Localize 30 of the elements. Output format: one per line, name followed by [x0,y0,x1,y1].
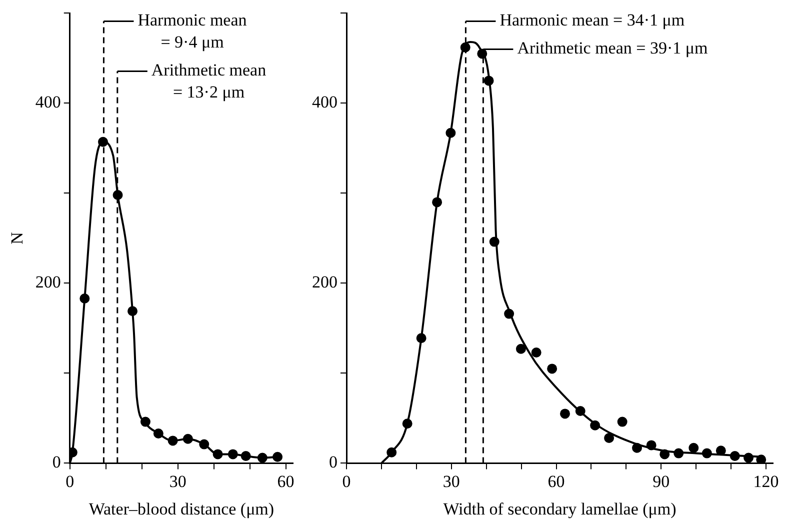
point [604,433,614,443]
point [617,416,628,427]
x-tick-label: 0 [66,472,74,491]
y-tick-label: 200 [35,272,61,292]
point [531,348,542,358]
x-axis-title: Width of secondary lamellae (μm) [443,499,676,518]
x-tick-label: 90 [652,472,670,491]
y-tick-label: 0 [52,452,61,472]
x-tick-label: 0 [342,472,351,491]
x-tick-label: 60 [277,472,294,491]
point [547,364,558,374]
y-tick-label: 400 [35,92,61,112]
x-tick-label: 30 [169,472,186,491]
x-tick-label: 30 [442,472,460,491]
point [272,452,283,462]
ref-line-label: Harmonic mean = 34·1 μm [500,10,685,30]
x-tick-label: 120 [753,472,779,491]
point [516,344,526,354]
y-tick-label: 200 [312,272,338,292]
x-tick-label: 60 [548,472,565,491]
y-tick-label: 400 [312,92,338,112]
ref-line-label: Arithmetic mean = 39·1 μm [517,38,708,58]
x-axis-title: Water–blood distance (μm) [88,499,274,518]
ref-line-label: Harmonic mean = 9·4 μm [138,10,248,52]
y-tick-label: 0 [329,452,338,472]
y-axis-title: N [8,232,27,244]
ref-line-label: Arithmetic mean = 13·2 μm [151,60,267,102]
point [756,454,766,464]
point [688,442,699,453]
point [560,408,570,419]
